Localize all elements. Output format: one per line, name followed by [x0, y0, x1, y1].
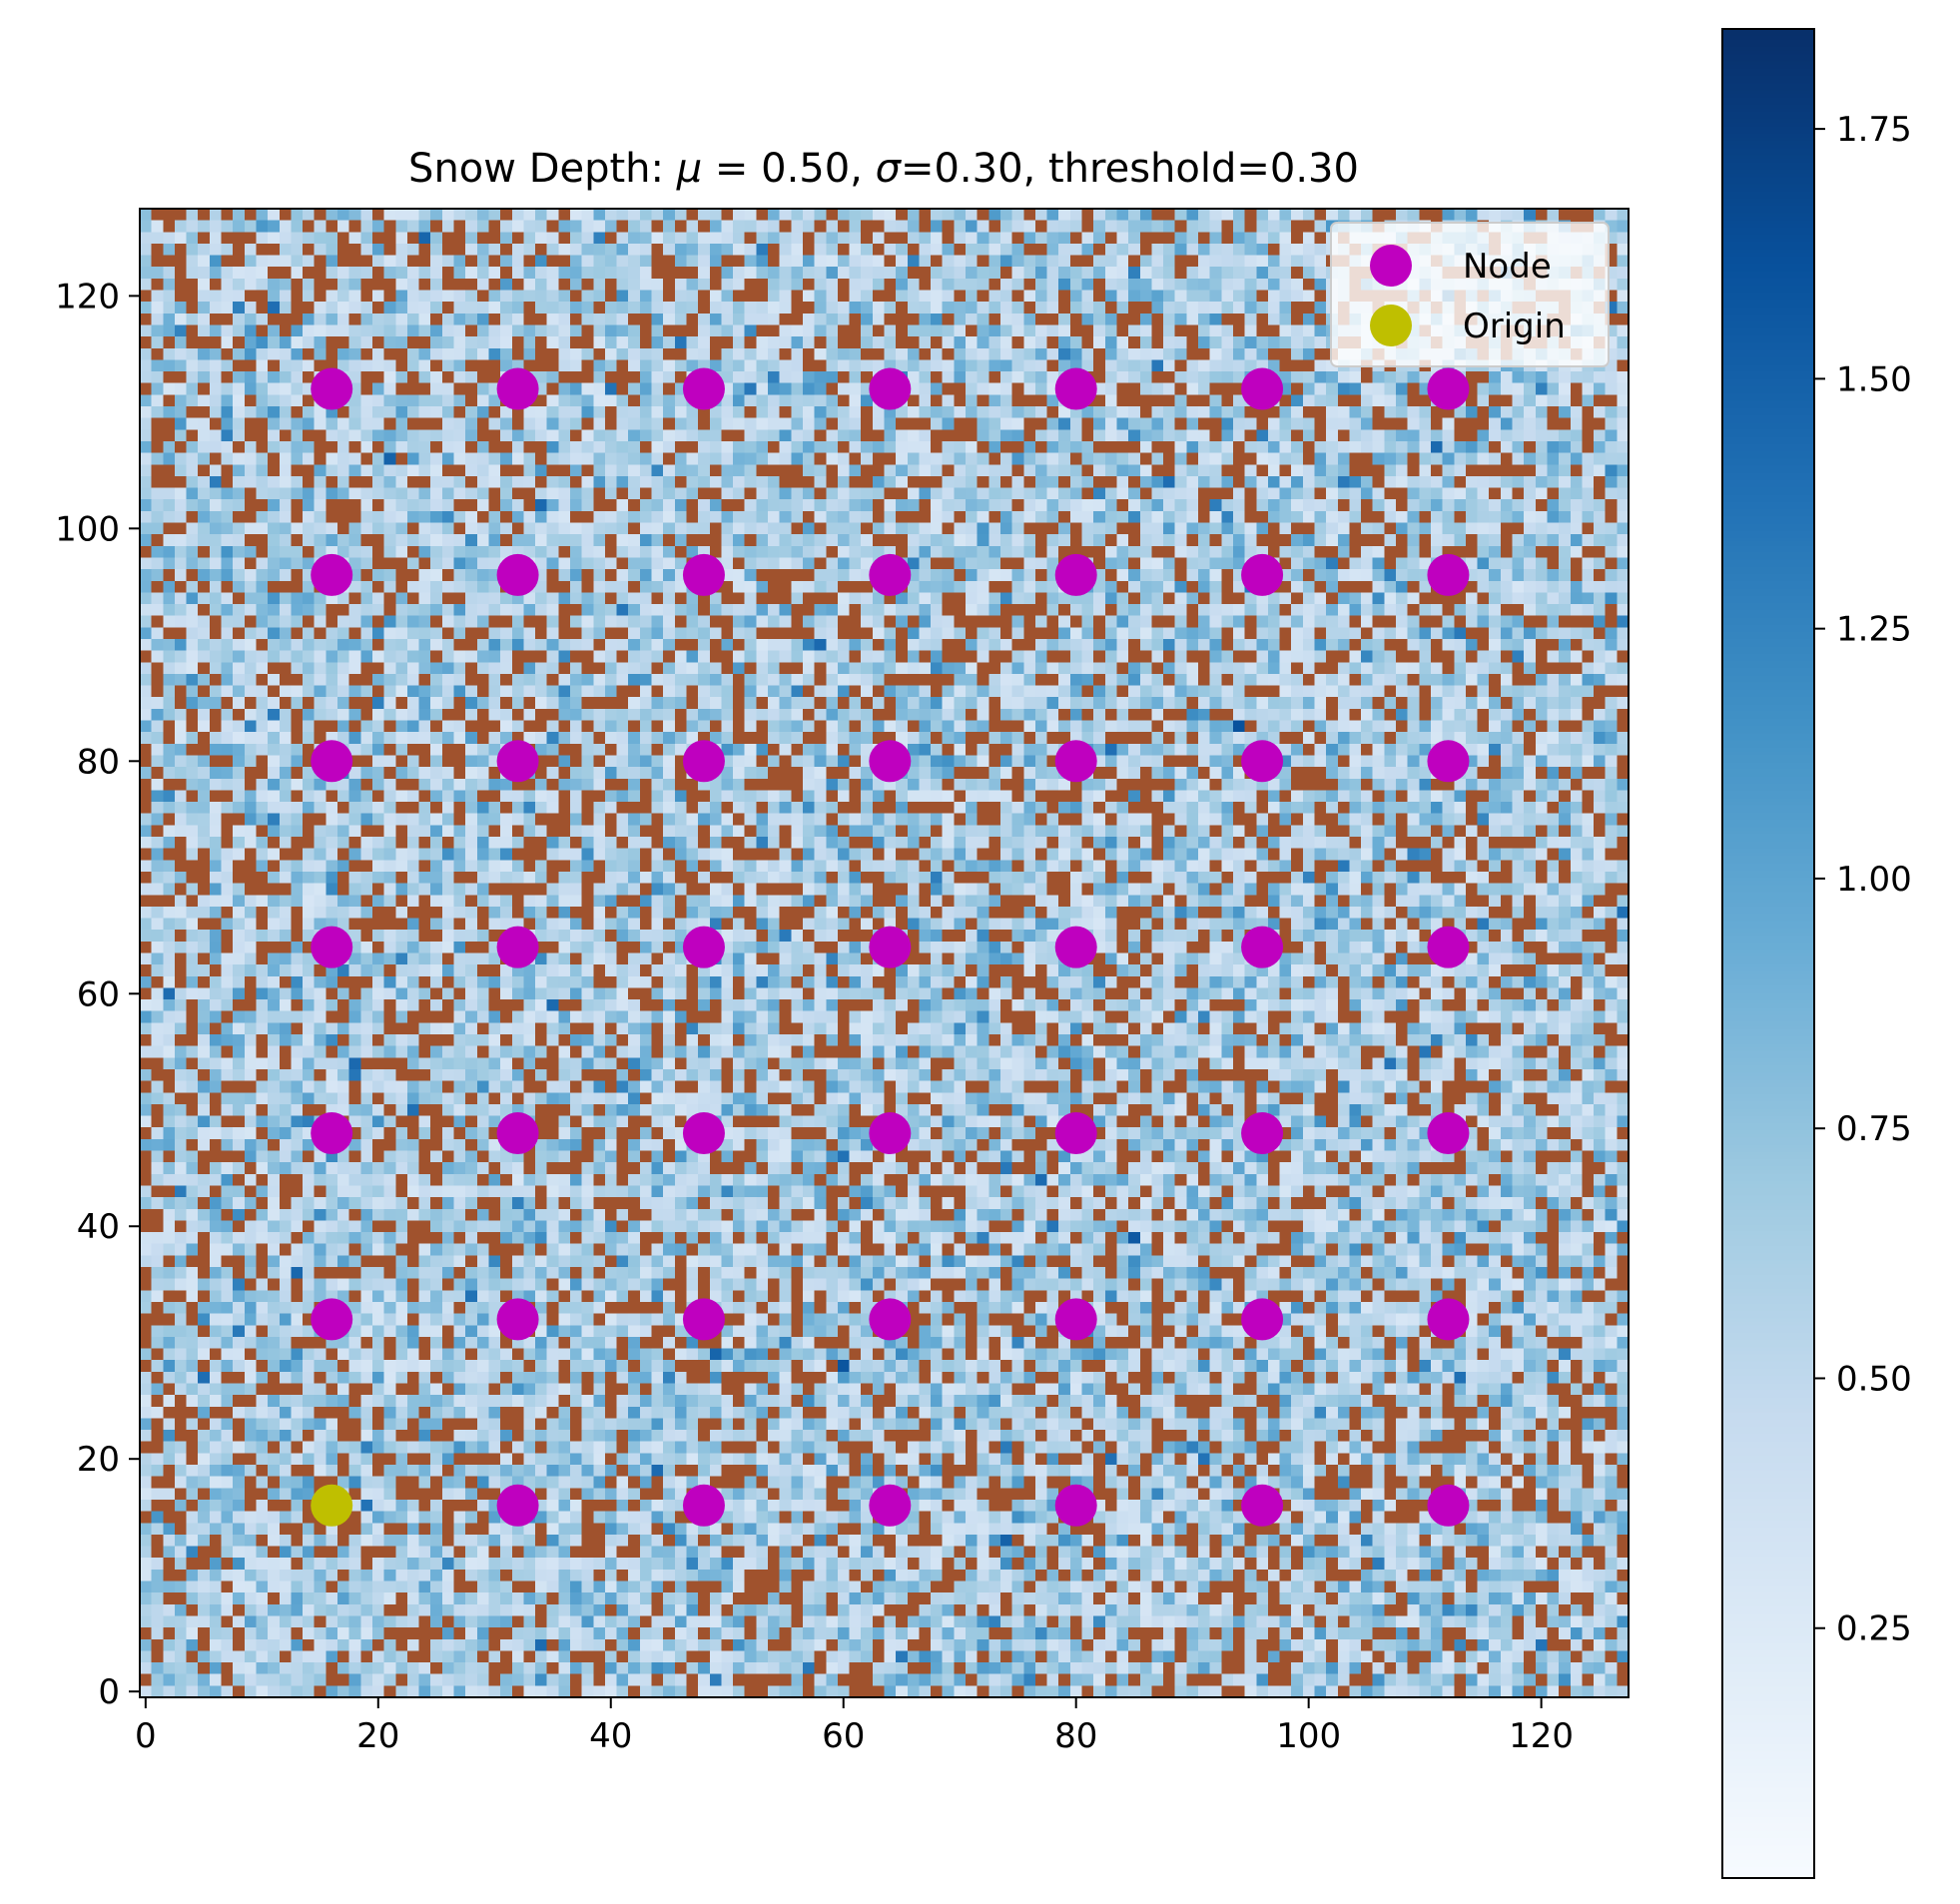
node-marker	[311, 926, 353, 968]
node-marker	[682, 926, 725, 968]
x-tick-label: 120	[1509, 1716, 1574, 1756]
legend: Node Origin	[1330, 222, 1610, 367]
chart-title: Snow Depth: μ = 0.50, σ=0.30, threshold=…	[408, 146, 1359, 192]
x-tick-label: 20	[356, 1716, 399, 1756]
node-marker	[1241, 926, 1284, 968]
node-marker	[869, 1298, 912, 1341]
node-marker	[311, 1298, 353, 1341]
legend-node-marker	[1370, 245, 1412, 287]
node-marker	[1427, 1298, 1470, 1341]
node-marker	[1054, 1298, 1097, 1341]
node-marker	[1054, 1112, 1097, 1155]
origin-marker	[311, 1484, 353, 1527]
node-marker	[869, 1112, 912, 1155]
colorbar-tick-label: 0.25	[1836, 1609, 1912, 1649]
node-marker	[1054, 1484, 1097, 1527]
node-marker	[1427, 367, 1470, 410]
colorbar-tick-label: 0.75	[1836, 1109, 1912, 1149]
marker-layer	[311, 367, 1470, 1527]
node-marker	[682, 1484, 725, 1527]
node-marker	[682, 1298, 725, 1341]
colorbar-axis: 0.25 0.50 0.75 1.00 1.25 1.50 1.75	[1814, 110, 1912, 1649]
plot-frame	[139, 208, 1630, 1698]
node-marker	[1427, 553, 1470, 596]
node-marker	[496, 1298, 539, 1341]
node-marker	[1241, 367, 1284, 410]
x-tick-label: 100	[1276, 1716, 1341, 1756]
colorbar-frame	[1721, 28, 1815, 1879]
node-marker	[682, 1112, 725, 1155]
node-marker	[311, 1112, 353, 1155]
node-marker	[682, 740, 725, 783]
x-tick-label: 0	[135, 1716, 157, 1756]
node-marker	[1241, 1298, 1284, 1341]
node-marker	[1427, 1112, 1470, 1155]
y-tick-label: 100	[55, 509, 120, 549]
node-marker	[1241, 553, 1284, 596]
node-marker	[1241, 1484, 1284, 1527]
node-marker	[496, 1484, 539, 1527]
node-marker	[311, 553, 353, 596]
node-marker	[682, 553, 725, 596]
node-marker	[311, 367, 353, 410]
node-marker	[1427, 1484, 1470, 1527]
y-tick-label: 20	[77, 1440, 120, 1480]
node-marker	[496, 740, 539, 783]
colorbar-tick-label: 1.25	[1836, 610, 1912, 650]
colorbar-gradient	[1722, 29, 1814, 1878]
node-marker	[682, 367, 725, 410]
y-axis: 0 20 40 60 80 100 120	[55, 277, 140, 1712]
node-marker	[1054, 367, 1097, 410]
y-tick-label: 0	[98, 1672, 120, 1712]
node-marker	[496, 926, 539, 968]
node-marker	[869, 1484, 912, 1527]
node-marker	[496, 367, 539, 410]
colorbar-tick-label: 0.50	[1836, 1359, 1912, 1399]
node-marker	[1427, 926, 1470, 968]
y-tick-label: 120	[55, 277, 120, 317]
y-tick-label: 80	[77, 742, 120, 782]
x-tick-label: 40	[589, 1716, 632, 1756]
node-marker	[496, 1112, 539, 1155]
node-marker	[496, 553, 539, 596]
y-tick-label: 60	[77, 974, 120, 1014]
colorbar-tick-label: 1.00	[1836, 860, 1912, 900]
x-tick-label: 60	[822, 1716, 865, 1756]
node-marker	[1054, 926, 1097, 968]
node-marker	[869, 740, 912, 783]
node-marker	[869, 926, 912, 968]
node-marker	[869, 367, 912, 410]
x-tick-label: 80	[1054, 1716, 1097, 1756]
node-marker	[1054, 553, 1097, 596]
node-marker	[1054, 740, 1097, 783]
legend-node-label: Node	[1463, 247, 1552, 287]
colorbar-tick-label: 1.75	[1836, 110, 1912, 150]
y-tick-label: 40	[77, 1207, 120, 1247]
x-axis: 0 20 40 60 80 100 120	[135, 1697, 1574, 1756]
node-marker	[1241, 740, 1284, 783]
legend-origin-label: Origin	[1463, 307, 1566, 346]
node-marker	[869, 553, 912, 596]
node-marker	[1241, 1112, 1284, 1155]
node-marker	[1427, 740, 1470, 783]
node-marker	[311, 740, 353, 783]
colorbar-tick-label: 1.50	[1836, 359, 1912, 399]
legend-origin-marker	[1370, 305, 1412, 346]
